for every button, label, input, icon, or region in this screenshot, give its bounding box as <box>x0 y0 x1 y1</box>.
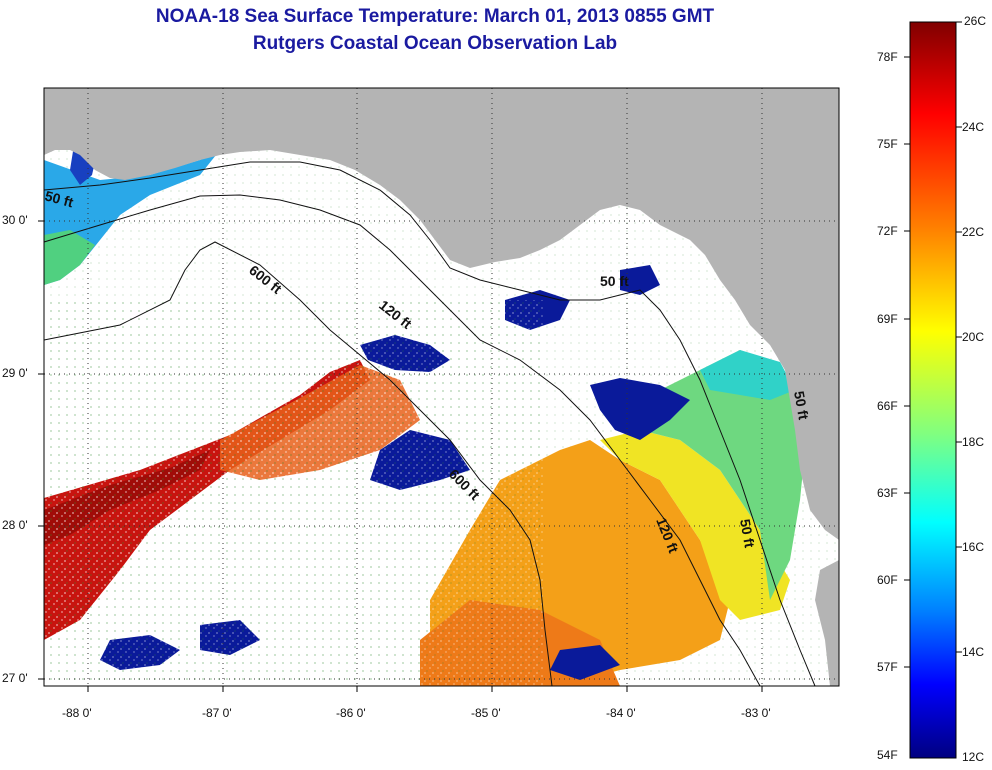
colorbar-fahrenheit-label: 66F <box>877 399 898 413</box>
colorbar-fahrenheit-label: 75F <box>877 137 898 151</box>
colorbar-celsius-label: 16C <box>962 540 985 554</box>
lat-tick-label: 28 0' <box>2 518 28 532</box>
colorbar-fahrenheit-label: 72F <box>877 224 898 238</box>
lon-tick-label: -83 0' <box>741 706 771 720</box>
lat-tick-label: 27 0' <box>2 671 28 685</box>
land-peninsula-south <box>815 560 839 686</box>
colorbar-celsius-label: 22C <box>962 225 985 239</box>
colorbar-fahrenheit-label: 57F <box>877 660 898 674</box>
map-frame <box>43 87 840 687</box>
colorbar-celsius-label: 12C <box>962 750 985 764</box>
sst-yellow-shelf <box>600 430 790 620</box>
axis-ticks <box>38 220 763 692</box>
colorbar-celsius-label: 20C <box>962 330 985 344</box>
lon-tick-label: -87 0' <box>202 706 232 720</box>
colorbar-ticks <box>904 21 962 668</box>
colorbar-fahrenheit-label: 63F <box>877 486 898 500</box>
map-subtitle: Rutgers Coastal Ocean Observation Lab <box>252 33 618 54</box>
colorbar-celsius-label: 24C <box>962 120 985 134</box>
map-title: NOAA-18 Sea Surface Temperature: March 0… <box>155 6 715 27</box>
lat-tick-label: 29 0' <box>2 366 28 380</box>
colorbar-celsius-label: 14C <box>962 645 985 659</box>
colorbar-fahrenheit-label: 78F <box>877 50 898 64</box>
depth-label-50ft-north: 50 ft <box>600 273 629 289</box>
land-west-coast <box>44 88 100 150</box>
lat-tick-label: 30 0' <box>2 213 28 227</box>
sst-cyan-nearshore <box>700 350 795 400</box>
colorbar-celsius-label: 26C <box>964 14 987 28</box>
lon-tick-label: -86 0' <box>336 706 366 720</box>
lon-tick-label: -85 0' <box>471 706 501 720</box>
lon-tick-label: -84 0' <box>606 706 636 720</box>
sst-green-northwest <box>44 230 95 285</box>
colorbar-fahrenheit-label: 69F <box>877 312 898 326</box>
colorbar-celsius-label: 18C <box>962 435 985 449</box>
colorbar <box>909 21 957 759</box>
depth-label-50ft-coast: 50 ft <box>791 390 812 421</box>
depth-label-50ft-west: 50 ft <box>43 187 75 210</box>
depth-contours <box>43 161 816 687</box>
colorbar-fahrenheit-label: 54F <box>877 748 898 762</box>
lon-tick-label: -88 0' <box>62 706 92 720</box>
colorbar-fahrenheit-label: 60F <box>877 573 898 587</box>
land-mass <box>44 88 839 540</box>
depth-label-50ft-east: 50 ft <box>737 518 758 549</box>
